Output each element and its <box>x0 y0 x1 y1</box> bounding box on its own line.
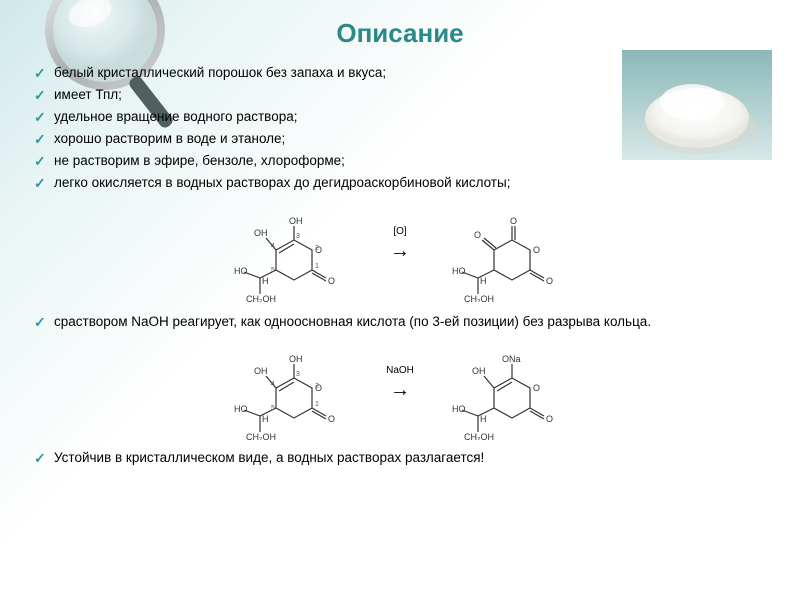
ascorbic-acid-structure: OH OH O O HO H CH₂OH 1 2 3 4 5 <box>216 202 366 302</box>
svg-text:O: O <box>533 245 540 255</box>
reaction-arrow: [O] → <box>390 240 410 263</box>
svg-text:H: H <box>262 414 269 424</box>
svg-text:4: 4 <box>271 243 275 250</box>
svg-text:H: H <box>262 276 269 286</box>
svg-text:HO: HO <box>234 266 248 276</box>
svg-text:H: H <box>480 276 487 286</box>
svg-text:2: 2 <box>315 245 319 252</box>
sodium-ascorbate-structure: ONa OH O O HO H CH₂OH <box>434 340 584 440</box>
svg-text:O: O <box>533 383 540 393</box>
svg-text:H: H <box>480 414 487 424</box>
svg-text:CH₂OH: CH₂OH <box>464 432 494 440</box>
arrow-label: [O] <box>393 226 406 237</box>
dehydroascorbic-structure: O O O O HO H CH₂OH <box>434 202 584 302</box>
svg-text:HO: HO <box>452 266 466 276</box>
reaction-arrow: NaOH → <box>390 379 410 402</box>
svg-text:ONa: ONa <box>502 354 521 364</box>
arrow-label: NaOH <box>386 365 414 376</box>
svg-text:CH₂OH: CH₂OH <box>246 294 276 302</box>
svg-text:3: 3 <box>296 233 300 240</box>
svg-text:CH₂OH: CH₂OH <box>464 294 494 302</box>
powder-illustration <box>622 50 772 160</box>
svg-text:1: 1 <box>315 263 319 270</box>
svg-text:5: 5 <box>271 405 275 412</box>
svg-text:OH: OH <box>254 366 268 376</box>
svg-text:5: 5 <box>271 267 275 274</box>
reaction-diagram-1: OH OH O O HO H CH₂OH 1 2 3 4 5 [O] → <box>30 202 770 302</box>
svg-text:HO: HO <box>452 404 466 414</box>
svg-text:O: O <box>546 276 553 286</box>
svg-text:3: 3 <box>296 371 300 378</box>
svg-text:2: 2 <box>315 383 319 390</box>
svg-text:CH₂OH: CH₂OH <box>246 432 276 440</box>
bottom-note: Устойчив в кристаллическом виде, а водны… <box>30 450 770 465</box>
svg-text:4: 4 <box>271 381 275 388</box>
svg-text:O: O <box>474 230 481 240</box>
svg-text:1: 1 <box>315 401 319 408</box>
bullet-item: легко окисляется в водных растворах до д… <box>30 173 770 194</box>
reaction-diagram-2: OH OH O O HO H CH₂OH 1 2 3 4 5 NaOH → <box>30 340 770 440</box>
svg-text:O: O <box>510 216 517 226</box>
svg-text:O: O <box>328 414 335 424</box>
svg-text:HO: HO <box>234 404 248 414</box>
svg-text:OH: OH <box>254 228 268 238</box>
svg-text:O: O <box>546 414 553 424</box>
svg-text:O: O <box>328 276 335 286</box>
svg-text:OH: OH <box>289 354 303 364</box>
ascorbic-acid-structure-2: OH OH O O HO H CH₂OH 1 2 3 4 5 <box>216 340 366 440</box>
svg-text:OH: OH <box>472 366 486 376</box>
bullet-item: сраствором NaOH реагирует, как однооснов… <box>30 312 770 333</box>
svg-text:OH: OH <box>289 216 303 226</box>
bullet-list-mid: сраствором NaOH реагирует, как однооснов… <box>30 312 770 333</box>
